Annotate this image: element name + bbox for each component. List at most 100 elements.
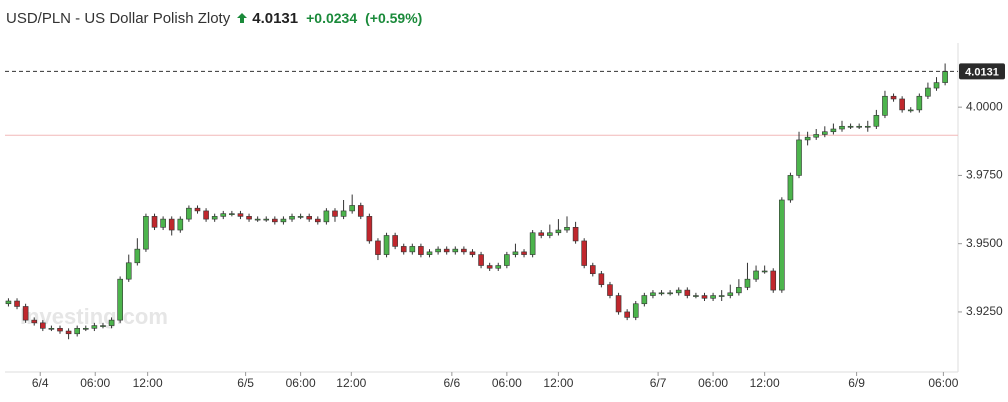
candle-body	[409, 246, 416, 253]
candle-body	[667, 292, 673, 295]
candle-body	[340, 210, 347, 217]
candle-body	[332, 210, 338, 217]
x-tick-label: 06:00	[698, 376, 728, 390]
candle-body	[220, 213, 227, 217]
candle-body	[718, 295, 725, 297]
candle-body	[435, 248, 441, 253]
x-tick-label: 6/9	[848, 376, 865, 390]
candle-body	[461, 248, 467, 253]
candle-body	[14, 300, 20, 307]
candle-body	[529, 232, 536, 255]
candle-body	[693, 295, 699, 297]
header: USD/PLN - US Dollar Polish Zloty 4.0131 …	[6, 7, 422, 29]
candle-body	[615, 295, 622, 313]
candle-body	[761, 270, 768, 273]
x-tick-label: 6/4	[32, 376, 49, 390]
candle-body	[375, 240, 381, 255]
candle-body	[314, 218, 321, 223]
candle-body	[701, 295, 708, 299]
candle-body	[650, 292, 656, 296]
candle-body	[899, 98, 905, 111]
last-price: 4.0131	[252, 9, 299, 27]
candle-body	[804, 136, 811, 141]
candle-body	[297, 216, 304, 218]
candle-body	[521, 251, 527, 255]
candle-body	[40, 322, 46, 329]
candle-body	[675, 289, 682, 294]
candle-body	[796, 139, 802, 176]
candle-body	[710, 295, 716, 299]
y-tick-label: 4.0000	[966, 99, 1003, 113]
candle-body	[426, 251, 433, 255]
candle-body	[143, 216, 149, 250]
candle-body	[392, 235, 398, 247]
candle-body	[246, 216, 252, 220]
candle-body	[607, 284, 613, 296]
candle-body	[100, 325, 106, 327]
candle-body	[151, 216, 158, 228]
candle-body	[839, 125, 845, 130]
candle-body	[641, 295, 648, 305]
candle-body	[306, 216, 313, 220]
candle-body	[787, 175, 794, 201]
candle-body	[263, 218, 270, 221]
candle-body	[31, 319, 38, 324]
x-tick-label: 6/6	[444, 376, 461, 390]
candle-body	[134, 248, 141, 264]
candle-body	[125, 262, 132, 280]
candle-body	[564, 226, 570, 231]
candle-body	[512, 251, 519, 255]
candle-body	[813, 134, 820, 138]
candle-body	[684, 289, 691, 296]
chart-title: USD/PLN - US Dollar Polish Zloty	[6, 9, 231, 27]
candle-body	[864, 125, 871, 128]
candle-body	[727, 292, 734, 296]
candle-body	[237, 213, 244, 217]
candle-body	[203, 210, 209, 220]
x-tick-label: 12:00	[336, 376, 366, 390]
candle-body	[925, 87, 931, 97]
candle-body	[357, 205, 364, 217]
x-tick-label: 12:00	[543, 376, 573, 390]
candle-body	[907, 109, 914, 112]
up-arrow-icon	[237, 13, 248, 23]
candle-body	[177, 218, 184, 231]
candle-body	[770, 270, 777, 291]
y-tick-label: 3.9750	[966, 168, 1003, 182]
candle-body	[555, 229, 562, 234]
candle-body	[383, 235, 390, 255]
candle-body	[91, 325, 98, 329]
candle-body	[538, 232, 545, 236]
candle-body	[547, 232, 553, 236]
candle-body	[229, 213, 235, 215]
candle-body	[108, 319, 115, 326]
candle-body	[632, 303, 639, 318]
candle-body	[211, 216, 218, 220]
candle-body	[5, 300, 12, 305]
candle-body	[942, 71, 948, 83]
x-tick-label: 12:00	[133, 376, 163, 390]
candle-body	[74, 328, 80, 335]
x-tick-label: 12:00	[750, 376, 780, 390]
candle-body	[254, 218, 261, 221]
x-tick-label: 6/5	[237, 376, 254, 390]
candle-body	[504, 254, 510, 266]
candle-body	[272, 218, 278, 223]
candle-body	[443, 248, 450, 253]
candle-body	[280, 218, 287, 223]
candle-body	[486, 265, 493, 269]
candle-body	[830, 128, 837, 133]
last-price-label: 4.0131	[965, 66, 999, 78]
candle-body	[822, 131, 828, 135]
candle-body	[366, 216, 373, 242]
candle-body	[418, 246, 424, 255]
candle-body	[856, 125, 862, 128]
candle-body	[933, 82, 940, 89]
candle-body	[624, 311, 630, 318]
candle-body	[117, 278, 123, 321]
candle-body	[160, 218, 166, 228]
candle-body	[168, 218, 175, 231]
change: +0.0234	[306, 10, 358, 26]
